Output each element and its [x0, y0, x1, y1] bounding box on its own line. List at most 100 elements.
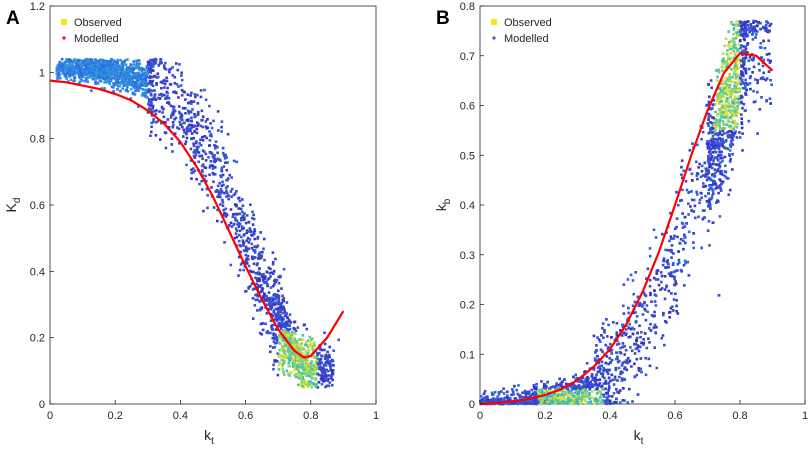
- observed-point: [253, 304, 257, 307]
- observed-point: [631, 304, 635, 308]
- observed-point: [277, 363, 281, 367]
- observed-point: [105, 69, 108, 73]
- observed-point: [192, 144, 196, 148]
- observed-point: [301, 359, 304, 363]
- observed-point: [732, 37, 735, 41]
- observed-point: [708, 148, 712, 152]
- observed-point: [273, 283, 276, 286]
- observed-point: [634, 311, 637, 314]
- observed-point: [190, 119, 193, 123]
- observed-point: [262, 279, 265, 282]
- observed-point: [705, 142, 709, 145]
- observed-point: [724, 140, 728, 143]
- observed-point: [744, 93, 748, 96]
- observed-point: [121, 66, 124, 69]
- observed-point: [277, 321, 280, 325]
- observed-point: [277, 301, 281, 304]
- observed-point: [196, 102, 200, 105]
- observed-point: [642, 343, 645, 346]
- observed-point: [208, 150, 212, 154]
- observed-point: [622, 331, 626, 335]
- observed-point: [517, 384, 520, 387]
- observed-point: [211, 167, 215, 170]
- observed-point: [296, 357, 300, 361]
- observed-point: [714, 129, 717, 132]
- observed-point: [599, 367, 602, 371]
- observed-point: [667, 265, 670, 269]
- observed-point: [622, 387, 625, 390]
- observed-point: [296, 355, 299, 358]
- observed-point: [182, 135, 185, 138]
- observed-point: [737, 111, 740, 115]
- observed-point: [544, 387, 547, 390]
- observed-point: [608, 368, 611, 372]
- observed-point: [85, 57, 89, 61]
- observed-point: [746, 83, 750, 86]
- observed-point: [141, 81, 145, 84]
- observed-point: [228, 173, 232, 177]
- observed-point: [727, 93, 730, 97]
- observed-point: [724, 37, 728, 41]
- observed-point: [260, 284, 263, 287]
- observed-point: [753, 25, 756, 29]
- observed-point: [628, 322, 631, 326]
- observed-point: [608, 346, 611, 350]
- observed-point: [730, 68, 733, 71]
- observed-point: [712, 157, 715, 160]
- observed-point: [179, 123, 182, 127]
- observed-point: [288, 358, 291, 362]
- observed-point: [612, 383, 616, 386]
- observed-point: [701, 174, 705, 177]
- observed-point: [219, 159, 222, 162]
- observed-point: [260, 307, 264, 310]
- observed-point: [733, 110, 737, 113]
- observed-point: [737, 22, 741, 25]
- observed-point: [282, 317, 285, 321]
- observed-point: [58, 62, 62, 65]
- observed-point: [755, 33, 758, 36]
- observed-point: [644, 309, 647, 312]
- observed-point: [212, 119, 215, 123]
- observed-point: [312, 368, 315, 371]
- observed-point: [314, 363, 317, 367]
- observed-point: [141, 91, 145, 95]
- observed-point: [272, 298, 275, 301]
- observed-point: [751, 58, 755, 62]
- observed-point: [297, 349, 300, 352]
- observed-point: [145, 95, 148, 99]
- observed-point: [322, 363, 326, 367]
- observed-point: [186, 127, 190, 130]
- observed-point: [759, 42, 763, 45]
- observed-point: [125, 83, 129, 86]
- observed-point: [147, 107, 151, 110]
- observed-point: [734, 54, 737, 58]
- observed-point: [56, 77, 59, 81]
- observed-point: [740, 78, 744, 81]
- observed-point: [728, 188, 732, 192]
- observed-point: [697, 215, 700, 219]
- observed-point: [270, 325, 273, 328]
- observed-point: [595, 392, 599, 395]
- observed-point: [195, 140, 198, 143]
- observed-point: [192, 142, 195, 145]
- observed-point: [662, 259, 665, 262]
- observed-point: [261, 328, 265, 332]
- observed-point: [741, 57, 745, 60]
- observed-point: [255, 245, 259, 249]
- observed-point: [731, 138, 734, 142]
- observed-point: [151, 62, 154, 65]
- observed-point: [309, 342, 313, 346]
- observed-point: [119, 82, 122, 85]
- observed-point: [728, 83, 732, 87]
- observed-point: [186, 93, 190, 96]
- observed-point: [253, 228, 256, 231]
- observed-point: [329, 361, 332, 365]
- y-tick-label: 0.6: [30, 200, 45, 212]
- observed-point: [278, 334, 282, 337]
- observed-point: [96, 66, 100, 70]
- observed-point: [734, 46, 738, 50]
- observed-point: [278, 361, 281, 364]
- observed-point: [712, 99, 716, 102]
- observed-point: [610, 358, 614, 362]
- observed-point: [126, 85, 129, 89]
